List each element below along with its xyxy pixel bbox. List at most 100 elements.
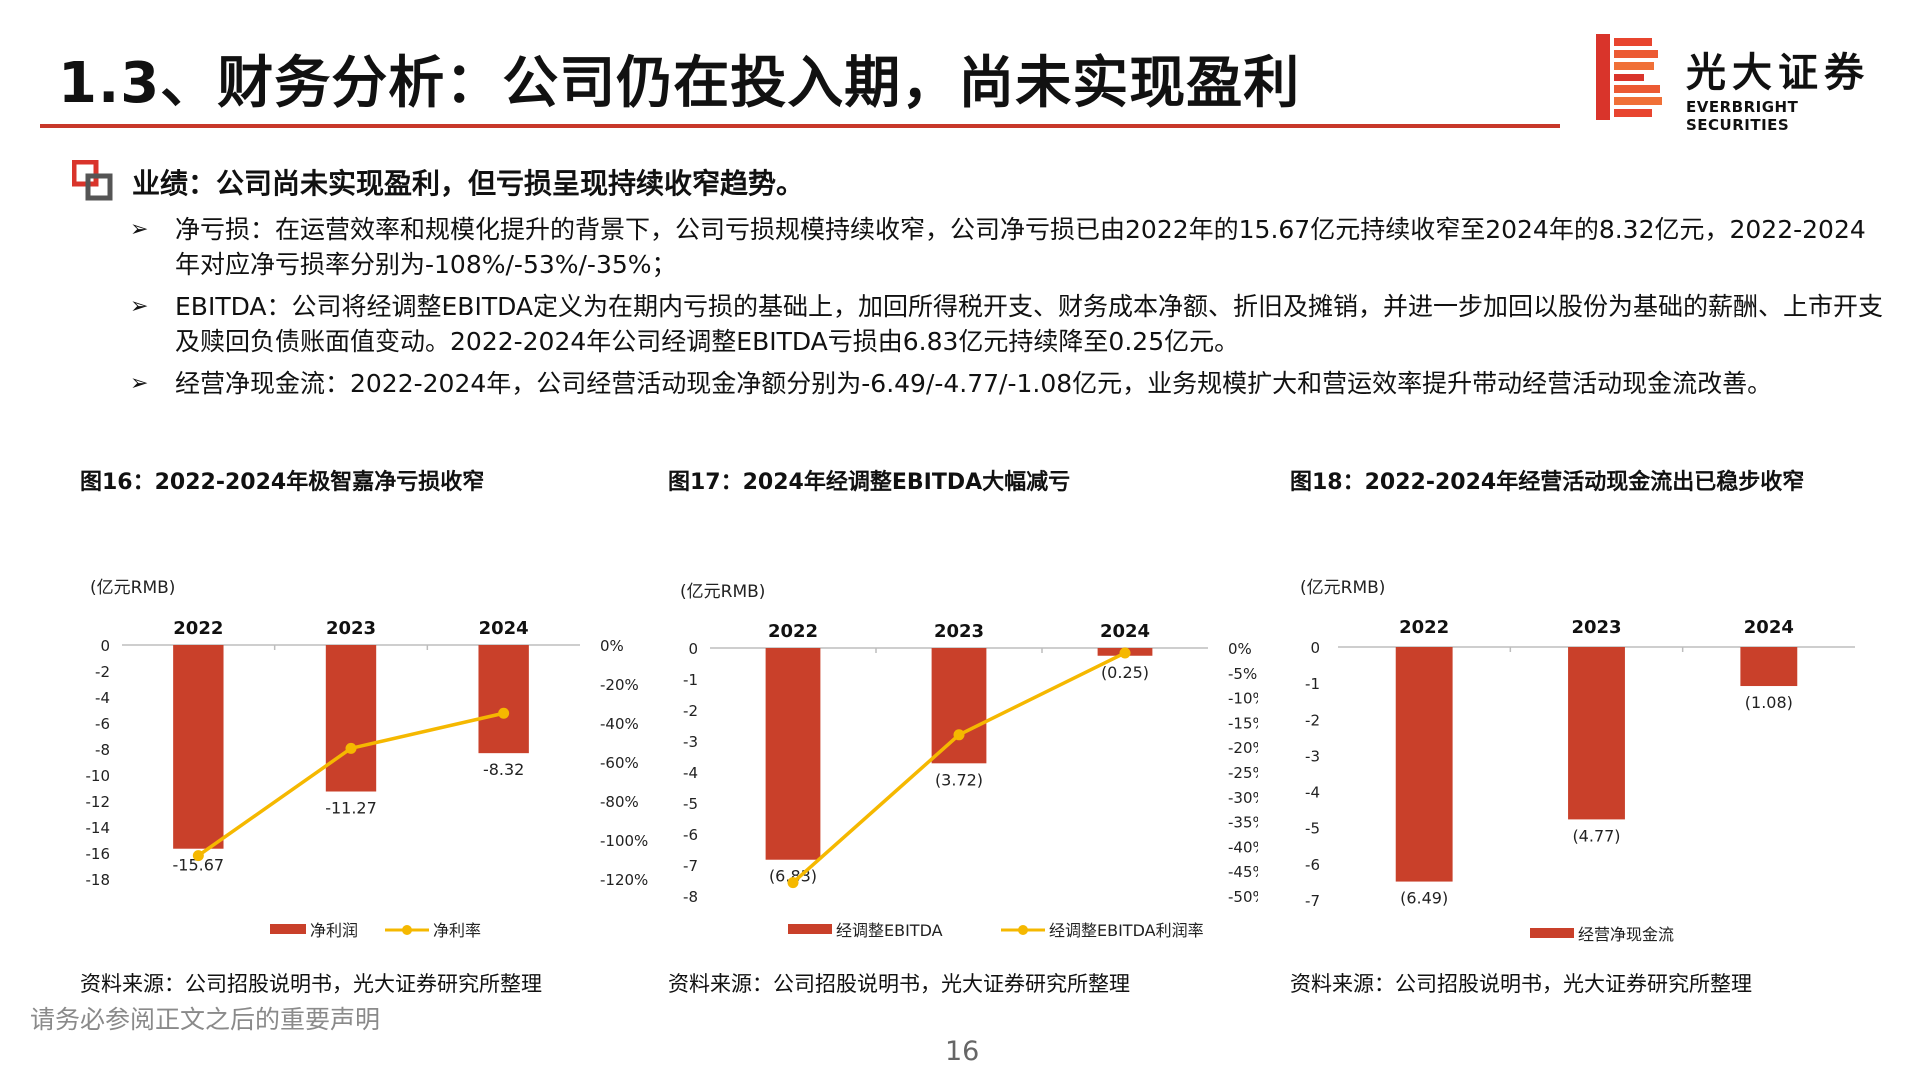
- y2-tick-label: -45%: [1228, 863, 1258, 881]
- bar: [173, 645, 224, 849]
- y-tick-label: -8: [95, 741, 110, 759]
- bar: [325, 645, 377, 792]
- y2-tick-label: -60%: [600, 754, 639, 772]
- series-point: [787, 877, 799, 889]
- category-label: 2023: [1571, 617, 1621, 638]
- y2-tick-label: -80%: [600, 793, 639, 811]
- disclaimer-note: 请务必参阅正文之后的重要声明: [30, 1005, 381, 1034]
- arrow-bullet-icon: ➢: [130, 217, 149, 242]
- legend-bar-swatch: [1530, 928, 1574, 938]
- y-tick-label: -8: [683, 888, 698, 906]
- y-tick-label: -18: [86, 871, 111, 889]
- chart-title: 图18：2022-2024年经营活动现金流出已稳步收窄: [1290, 470, 1805, 495]
- bar: [1395, 647, 1453, 882]
- bar-data-label: (3.72): [935, 770, 983, 789]
- legend-label: 经调整EBITDA利润率: [1049, 921, 1204, 940]
- category-label: 2022: [1399, 617, 1449, 638]
- chart-title: 图17：2024年经调整EBITDA大幅减亏: [668, 470, 1071, 495]
- y2-tick-label: -20%: [600, 676, 639, 694]
- y-tick-label: -12: [86, 793, 111, 811]
- bar-data-label: (1.08): [1745, 693, 1793, 712]
- category-label: 2023: [326, 618, 376, 639]
- y2-tick-label: -35%: [1228, 814, 1258, 832]
- y-tick-label: -5: [1305, 820, 1320, 838]
- bullet-list: ➢ 净亏损：在运营效率和规模化提升的背景下，公司亏损规模持续收窄，公司净亏损已由…: [130, 212, 1890, 408]
- chart-title: 图16：2022-2024年极智嘉净亏损收窄: [80, 470, 485, 495]
- legend-label: 经调整EBITDA: [836, 921, 943, 940]
- bar-data-label: (0.25): [1101, 663, 1149, 682]
- net-loss-chart: (亿元RMB) 0 -2 -4 -6 -8 -10 -12 -14 -16 -18 0% -20% -40…: [86, 578, 649, 940]
- y-tick-label: -7: [683, 857, 698, 875]
- brand-name-cn: 光大证券: [1686, 50, 1870, 96]
- title-divider: [40, 124, 1560, 128]
- y2-tick-label: 0%: [600, 637, 624, 655]
- y-tick-label: -1: [683, 671, 698, 689]
- y-tick-label: -6: [95, 715, 110, 733]
- y2-tick-label: -25%: [1228, 764, 1258, 782]
- bar-data-label: -11.27: [325, 799, 377, 818]
- bullet-text: EBITDA：公司将经调整EBITDA定义为在期内亏损的基础上，加回所得税开支、…: [175, 292, 1884, 356]
- y-tick-label: -4: [1305, 784, 1320, 802]
- bullet-item: ➢ 净亏损：在运营效率和规模化提升的背景下，公司亏损规模持续收窄，公司净亏损已由…: [130, 212, 1890, 282]
- y2-tick-label: -40%: [1228, 838, 1258, 856]
- y2-tick-label: -50%: [1228, 888, 1258, 906]
- bullet-item: ➢ EBITDA：公司将经调整EBITDA定义为在期内亏损的基础上，加回所得税开…: [130, 289, 1890, 359]
- axis-unit-label: (亿元RMB): [1300, 578, 1385, 598]
- y-tick-label: -6: [1305, 856, 1320, 874]
- y2-tick-label: -20%: [1228, 739, 1258, 757]
- y-tick-label: -2: [1305, 711, 1320, 729]
- arrow-bullet-icon: ➢: [130, 294, 149, 319]
- page-title: 1.3、财务分析：公司仍在投入期，尚未实现盈利: [58, 51, 1301, 116]
- y-tick-label: -10: [86, 767, 111, 785]
- y2-tick-label: -5%: [1228, 665, 1257, 683]
- bar-data-label: (4.77): [1572, 826, 1620, 845]
- page-number: 16: [945, 1036, 980, 1067]
- bullet-item: ➢ 经营净现金流：2022-2024年，公司经营活动现金净额分别为-6.49/-…: [130, 366, 1890, 401]
- legend-line-marker: [1018, 925, 1028, 935]
- category-label: 2022: [173, 618, 223, 639]
- legend-bar-swatch: [788, 924, 832, 934]
- bar: [1568, 647, 1625, 820]
- y2-tick-label: -40%: [600, 715, 639, 733]
- y-tick-label: -1: [1305, 675, 1320, 693]
- y-tick-label: -7: [1305, 892, 1320, 910]
- legend-label: 净利率: [433, 921, 481, 940]
- bullet-text: 经营净现金流：2022-2024年，公司经营活动现金净额分别为-6.49/-4.…: [175, 369, 1773, 398]
- y-tick-label: 0: [1310, 639, 1320, 657]
- chart-panel-3: 图18：2022-2024年经营活动现金流出已稳步收窄 (亿元RMB) 0 -1 -2…: [1290, 454, 1890, 1014]
- series-point: [1119, 647, 1131, 659]
- legend-line-marker: [402, 925, 412, 935]
- y-tick-label: 0: [688, 640, 698, 658]
- category-label: 2024: [1744, 617, 1794, 638]
- section-heading: 业绩：公司尚未实现盈利，但亏损呈现持续收窄趋势。: [132, 167, 805, 200]
- bar: [1740, 647, 1798, 687]
- y2-tick-label: -15%: [1228, 714, 1258, 732]
- legend-bar-swatch: [270, 924, 306, 934]
- chart-source: 资料来源：公司招股说明书，光大证券研究所整理: [80, 972, 542, 996]
- series-point: [192, 850, 204, 862]
- chart-panel-2: 图17：2024年经调整EBITDA大幅减亏 (亿元RMB) 0 -1 -2 -3 -4 -…: [668, 454, 1268, 1014]
- bar-data-label: (6.49): [1400, 889, 1448, 908]
- legend-label: 净利润: [310, 921, 358, 940]
- y-tick-label: -16: [86, 845, 111, 863]
- y-tick-label: -2: [95, 663, 110, 681]
- bar: [931, 648, 987, 764]
- ebitda-chart: (亿元RMB) 0 -1 -2 -3 -4 -5 -6 -7 -8 0% -5% -10% -15% -20…: [680, 582, 1258, 940]
- y-tick-label: -4: [95, 689, 110, 707]
- chart-source: 资料来源：公司招股说明书，光大证券研究所整理: [668, 972, 1130, 996]
- category-label: 2022: [768, 621, 818, 642]
- y-tick-label: -2: [683, 702, 698, 720]
- y2-tick-label: -30%: [1228, 789, 1258, 807]
- axis-unit-label: (亿元RMB): [680, 582, 765, 602]
- everbright-logo-icon: [1596, 34, 1662, 120]
- chart-source: 资料来源：公司招股说明书，光大证券研究所整理: [1290, 972, 1752, 996]
- axis-unit-label: (亿元RMB): [90, 578, 175, 598]
- operating-cashflow-chart: (亿元RMB) 0 -1 -2 -3 -4 -5 -6 -7 2022 2023 2024 (6.49)…: [1300, 578, 1855, 944]
- brand-name-en: EVERBRIGHT SECURITIES: [1686, 98, 1799, 134]
- y2-tick-label: 0%: [1228, 640, 1252, 658]
- category-label: 2024: [479, 618, 529, 639]
- series-point: [345, 742, 357, 754]
- y-tick-label: -14: [86, 819, 111, 837]
- legend-label: 经营净现金流: [1578, 925, 1674, 944]
- bar-data-label: -15.67: [173, 856, 225, 875]
